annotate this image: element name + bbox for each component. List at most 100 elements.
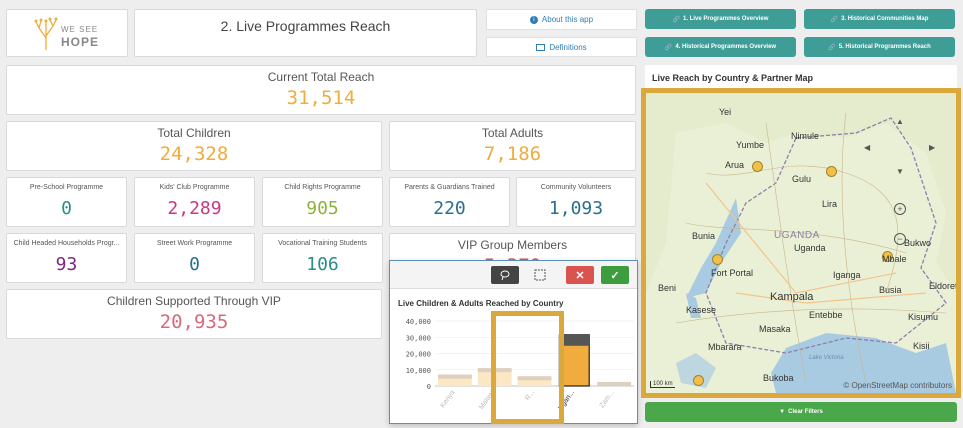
kpi-title: Child Headed Households Progr... <box>13 240 120 247</box>
kpi-current-total-reach[interactable]: Current Total Reach 31,514 <box>6 65 636 115</box>
map-nav-down-icon[interactable]: ▼ <box>896 167 904 176</box>
kpi-street-work[interactable]: Street Work Programme 0 <box>134 233 255 283</box>
kpi-vocational[interactable]: Vocational Training Students 106 <box>262 233 383 283</box>
map-label: Eldoret <box>929 281 958 291</box>
definitions-label: Definitions <box>549 42 587 52</box>
map-label: Lake Victoria <box>809 355 844 361</box>
kpi-value: 24,328 <box>159 143 229 165</box>
map-marker[interactable] <box>752 161 763 172</box>
check-icon: ✓ <box>610 269 620 282</box>
nav-button-label: 3. Historical Communities Map <box>841 16 929 22</box>
nav-button-historical-overview[interactable]: 🔗 4. Historical Programmes Overview <box>645 37 796 57</box>
map-label: Kisumu <box>908 312 939 322</box>
kpi-children-vip[interactable]: Children Supported Through VIP 20,935 <box>6 289 382 339</box>
kpi-value: 905 <box>306 198 339 219</box>
map-scale-label: 100 km <box>653 381 673 387</box>
info-icon: i <box>529 15 538 24</box>
map-view[interactable]: Yei Nimule Yumbe Arua Gulu Lira Bunia UG… <box>641 88 961 398</box>
chart-popup: ✕ ✓ Live Children & Adults Reached by Co… <box>389 260 638 424</box>
map-label: Arua <box>725 160 745 170</box>
kpi-title: Parents & Guardians Trained <box>404 184 495 191</box>
kpi-title: Children Supported Through VIP <box>107 294 281 308</box>
map-label: Fort Portal <box>711 268 754 278</box>
map-label: Entebbe <box>809 310 843 320</box>
map-label: Uganda <box>794 243 826 253</box>
kpi-title: Kids' Club Programme <box>159 184 230 191</box>
lasso-button[interactable] <box>491 266 519 284</box>
kpi-community-volunteers[interactable]: Community Volunteers 1,093 <box>516 177 636 227</box>
link-icon: 🔗 <box>672 16 681 23</box>
link-icon: 🔗 <box>830 16 839 23</box>
bar-cap <box>437 374 472 379</box>
about-app-link[interactable]: i About this app <box>486 9 637 30</box>
filter-icon: ▼ <box>779 409 786 415</box>
map-marker[interactable] <box>693 375 704 386</box>
kpi-value: 0 <box>189 254 200 275</box>
y-tick-label: 0 <box>427 383 431 391</box>
map-label: Lira <box>822 199 838 209</box>
kpi-total-adults[interactable]: Total Adults 7,186 <box>389 121 636 171</box>
kpi-title: Pre-School Programme <box>29 184 104 191</box>
map-label: Mbarara <box>708 342 742 352</box>
kpi-parents-trained[interactable]: Parents & Guardians Trained 220 <box>389 177 510 227</box>
kpi-child-headed[interactable]: Child Headed Households Progr... 93 <box>6 233 127 283</box>
kpi-title: Street Work Programme <box>156 240 233 247</box>
map-marker[interactable] <box>826 166 837 177</box>
kpi-title: Community Volunteers <box>540 184 612 191</box>
map-label: Kisii <box>913 341 930 351</box>
map-title: Live Reach by Country & Partner Map <box>652 73 814 83</box>
confirm-selection-button[interactable]: ✓ <box>601 266 629 284</box>
kpi-kids-club[interactable]: Kids' Club Programme 2,289 <box>134 177 255 227</box>
map-label: Kampala <box>770 291 814 303</box>
nav-button-label: 1. Live Programmes Overview <box>683 16 769 22</box>
kpi-total-children[interactable]: Total Children 24,328 <box>6 121 382 171</box>
nav-button-historical-reach[interactable]: 🔗 5. Historical Programmes Reach <box>804 37 955 57</box>
map-label: Yumbe <box>736 140 765 150</box>
kpi-child-rights[interactable]: Child Rights Programme 905 <box>262 177 383 227</box>
kpi-value: 0 <box>61 198 72 219</box>
kpi-value: 1,093 <box>548 198 604 219</box>
map-marker[interactable] <box>712 254 723 265</box>
kpi-title: Total Adults <box>481 126 544 140</box>
zoom-in-icon[interactable]: + <box>894 203 906 215</box>
bar[interactable] <box>517 376 552 386</box>
y-tick-label: 10,000 <box>406 367 431 375</box>
select-range-button[interactable] <box>526 266 554 284</box>
y-tick-label: 20,000 <box>406 351 431 359</box>
link-icon: 🔗 <box>664 44 673 51</box>
kpi-value: 106 <box>306 254 339 275</box>
map-label: Kasese <box>686 305 717 315</box>
definitions-link[interactable]: Definitions <box>486 37 637 57</box>
kpi-title: Child Rights Programme <box>284 184 361 191</box>
bar[interactable] <box>437 374 472 386</box>
map-marker[interactable] <box>882 251 893 262</box>
map-label: Bukwo <box>904 238 932 248</box>
nav-button-label: 4. Historical Programmes Overview <box>675 44 777 50</box>
zoom-out-icon[interactable]: − <box>894 233 906 245</box>
cancel-selection-button[interactable]: ✕ <box>566 266 594 284</box>
map-label: Beni <box>658 283 677 293</box>
map-attribution: © OpenStreetMap contributors <box>843 381 952 390</box>
page-title-card: 2. Live Programmes Reach <box>134 9 477 57</box>
bar-cap <box>597 381 632 386</box>
map-label: Bukoba <box>763 373 794 383</box>
map-nav-up-icon[interactable]: ▲ <box>896 117 904 126</box>
selection-toolbar: ✕ ✓ <box>390 261 637 289</box>
map-label: Gulu <box>792 174 812 184</box>
nav-button-live-overview[interactable]: 🔗 1. Live Programmes Overview <box>645 9 796 29</box>
clear-filters-button[interactable]: ▼ Clear Filters <box>645 402 957 422</box>
map-label: Busia <box>879 285 902 295</box>
kpi-title: Total Children <box>157 126 231 140</box>
lasso-icon <box>500 270 510 280</box>
map-nav-left-icon[interactable]: ◀ <box>864 143 871 152</box>
kpi-pre-school[interactable]: Pre-School Programme 0 <box>6 177 127 227</box>
nav-button-historical-map[interactable]: 🔗 3. Historical Communities Map <box>804 9 955 29</box>
link-icon: 🔗 <box>828 44 836 51</box>
select-range-icon <box>534 269 546 281</box>
map-nav-right-icon[interactable]: ▶ <box>929 143 936 152</box>
map-country-label: UGANDA <box>774 230 820 241</box>
x-tick-label: Kenya <box>439 389 456 409</box>
clear-filters-label: Clear Filters <box>788 409 823 415</box>
close-icon: ✕ <box>575 269 585 282</box>
logo-card: WE SEE HOPE <box>6 9 128 57</box>
